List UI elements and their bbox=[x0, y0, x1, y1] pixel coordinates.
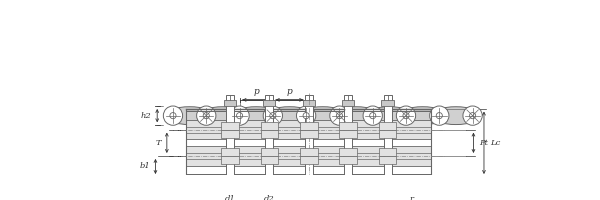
Text: b1: b1 bbox=[139, 162, 150, 170]
Bar bbox=[186, 146, 431, 166]
Bar bbox=[260, 130, 278, 138]
Circle shape bbox=[270, 113, 276, 119]
Ellipse shape bbox=[198, 107, 248, 125]
Bar bbox=[260, 156, 278, 164]
Bar bbox=[342, 100, 355, 106]
Bar bbox=[221, 148, 239, 156]
Circle shape bbox=[296, 106, 316, 125]
Circle shape bbox=[463, 106, 482, 125]
Circle shape bbox=[197, 106, 216, 125]
Ellipse shape bbox=[431, 107, 481, 125]
Bar bbox=[221, 122, 239, 130]
Bar bbox=[300, 148, 317, 156]
Bar bbox=[379, 148, 397, 156]
Circle shape bbox=[436, 113, 442, 119]
Bar bbox=[224, 180, 236, 186]
Text: h2: h2 bbox=[140, 112, 151, 120]
Bar bbox=[340, 148, 357, 156]
Bar bbox=[342, 180, 355, 186]
Circle shape bbox=[403, 113, 409, 119]
Bar bbox=[260, 148, 278, 156]
Bar bbox=[221, 130, 239, 138]
Circle shape bbox=[337, 113, 343, 119]
Circle shape bbox=[230, 106, 249, 125]
Ellipse shape bbox=[365, 107, 414, 125]
Bar bbox=[344, 95, 352, 190]
Bar bbox=[379, 130, 397, 138]
Text: T: T bbox=[156, 139, 161, 147]
Bar bbox=[263, 100, 275, 106]
Circle shape bbox=[203, 113, 209, 119]
Bar bbox=[383, 95, 392, 190]
Circle shape bbox=[236, 113, 242, 119]
Circle shape bbox=[370, 113, 376, 119]
Bar bbox=[186, 120, 431, 139]
Text: d2: d2 bbox=[264, 195, 275, 200]
Circle shape bbox=[263, 106, 283, 125]
Bar bbox=[186, 109, 431, 111]
Bar bbox=[340, 122, 357, 130]
Ellipse shape bbox=[298, 107, 347, 125]
Circle shape bbox=[430, 106, 449, 125]
Bar bbox=[382, 180, 394, 186]
Circle shape bbox=[303, 113, 309, 119]
Bar bbox=[221, 156, 239, 164]
Bar bbox=[379, 156, 397, 164]
Ellipse shape bbox=[165, 107, 214, 125]
Bar bbox=[300, 122, 317, 130]
Bar bbox=[305, 95, 313, 190]
Bar bbox=[302, 180, 315, 186]
Circle shape bbox=[330, 106, 349, 125]
Text: p: p bbox=[287, 87, 292, 96]
Bar bbox=[265, 95, 273, 190]
Bar bbox=[340, 156, 357, 164]
Circle shape bbox=[170, 113, 176, 119]
Circle shape bbox=[397, 106, 416, 125]
Text: p: p bbox=[253, 87, 259, 96]
Bar bbox=[186, 174, 431, 177]
Circle shape bbox=[163, 106, 182, 125]
Bar bbox=[382, 100, 394, 106]
Ellipse shape bbox=[331, 107, 381, 125]
Circle shape bbox=[363, 106, 382, 125]
Bar bbox=[302, 100, 315, 106]
Bar bbox=[226, 95, 234, 190]
Circle shape bbox=[470, 113, 476, 119]
Bar bbox=[379, 122, 397, 130]
Text: r: r bbox=[409, 195, 413, 200]
Bar bbox=[260, 122, 278, 130]
Text: Pt: Pt bbox=[479, 139, 488, 147]
Bar bbox=[300, 130, 317, 138]
Bar bbox=[300, 156, 317, 164]
Ellipse shape bbox=[265, 107, 314, 125]
Bar bbox=[263, 180, 275, 186]
Ellipse shape bbox=[398, 107, 448, 125]
Bar bbox=[340, 130, 357, 138]
Text: Lc: Lc bbox=[490, 139, 500, 147]
Ellipse shape bbox=[232, 107, 281, 125]
Bar bbox=[224, 100, 236, 106]
Text: d1: d1 bbox=[224, 195, 235, 200]
